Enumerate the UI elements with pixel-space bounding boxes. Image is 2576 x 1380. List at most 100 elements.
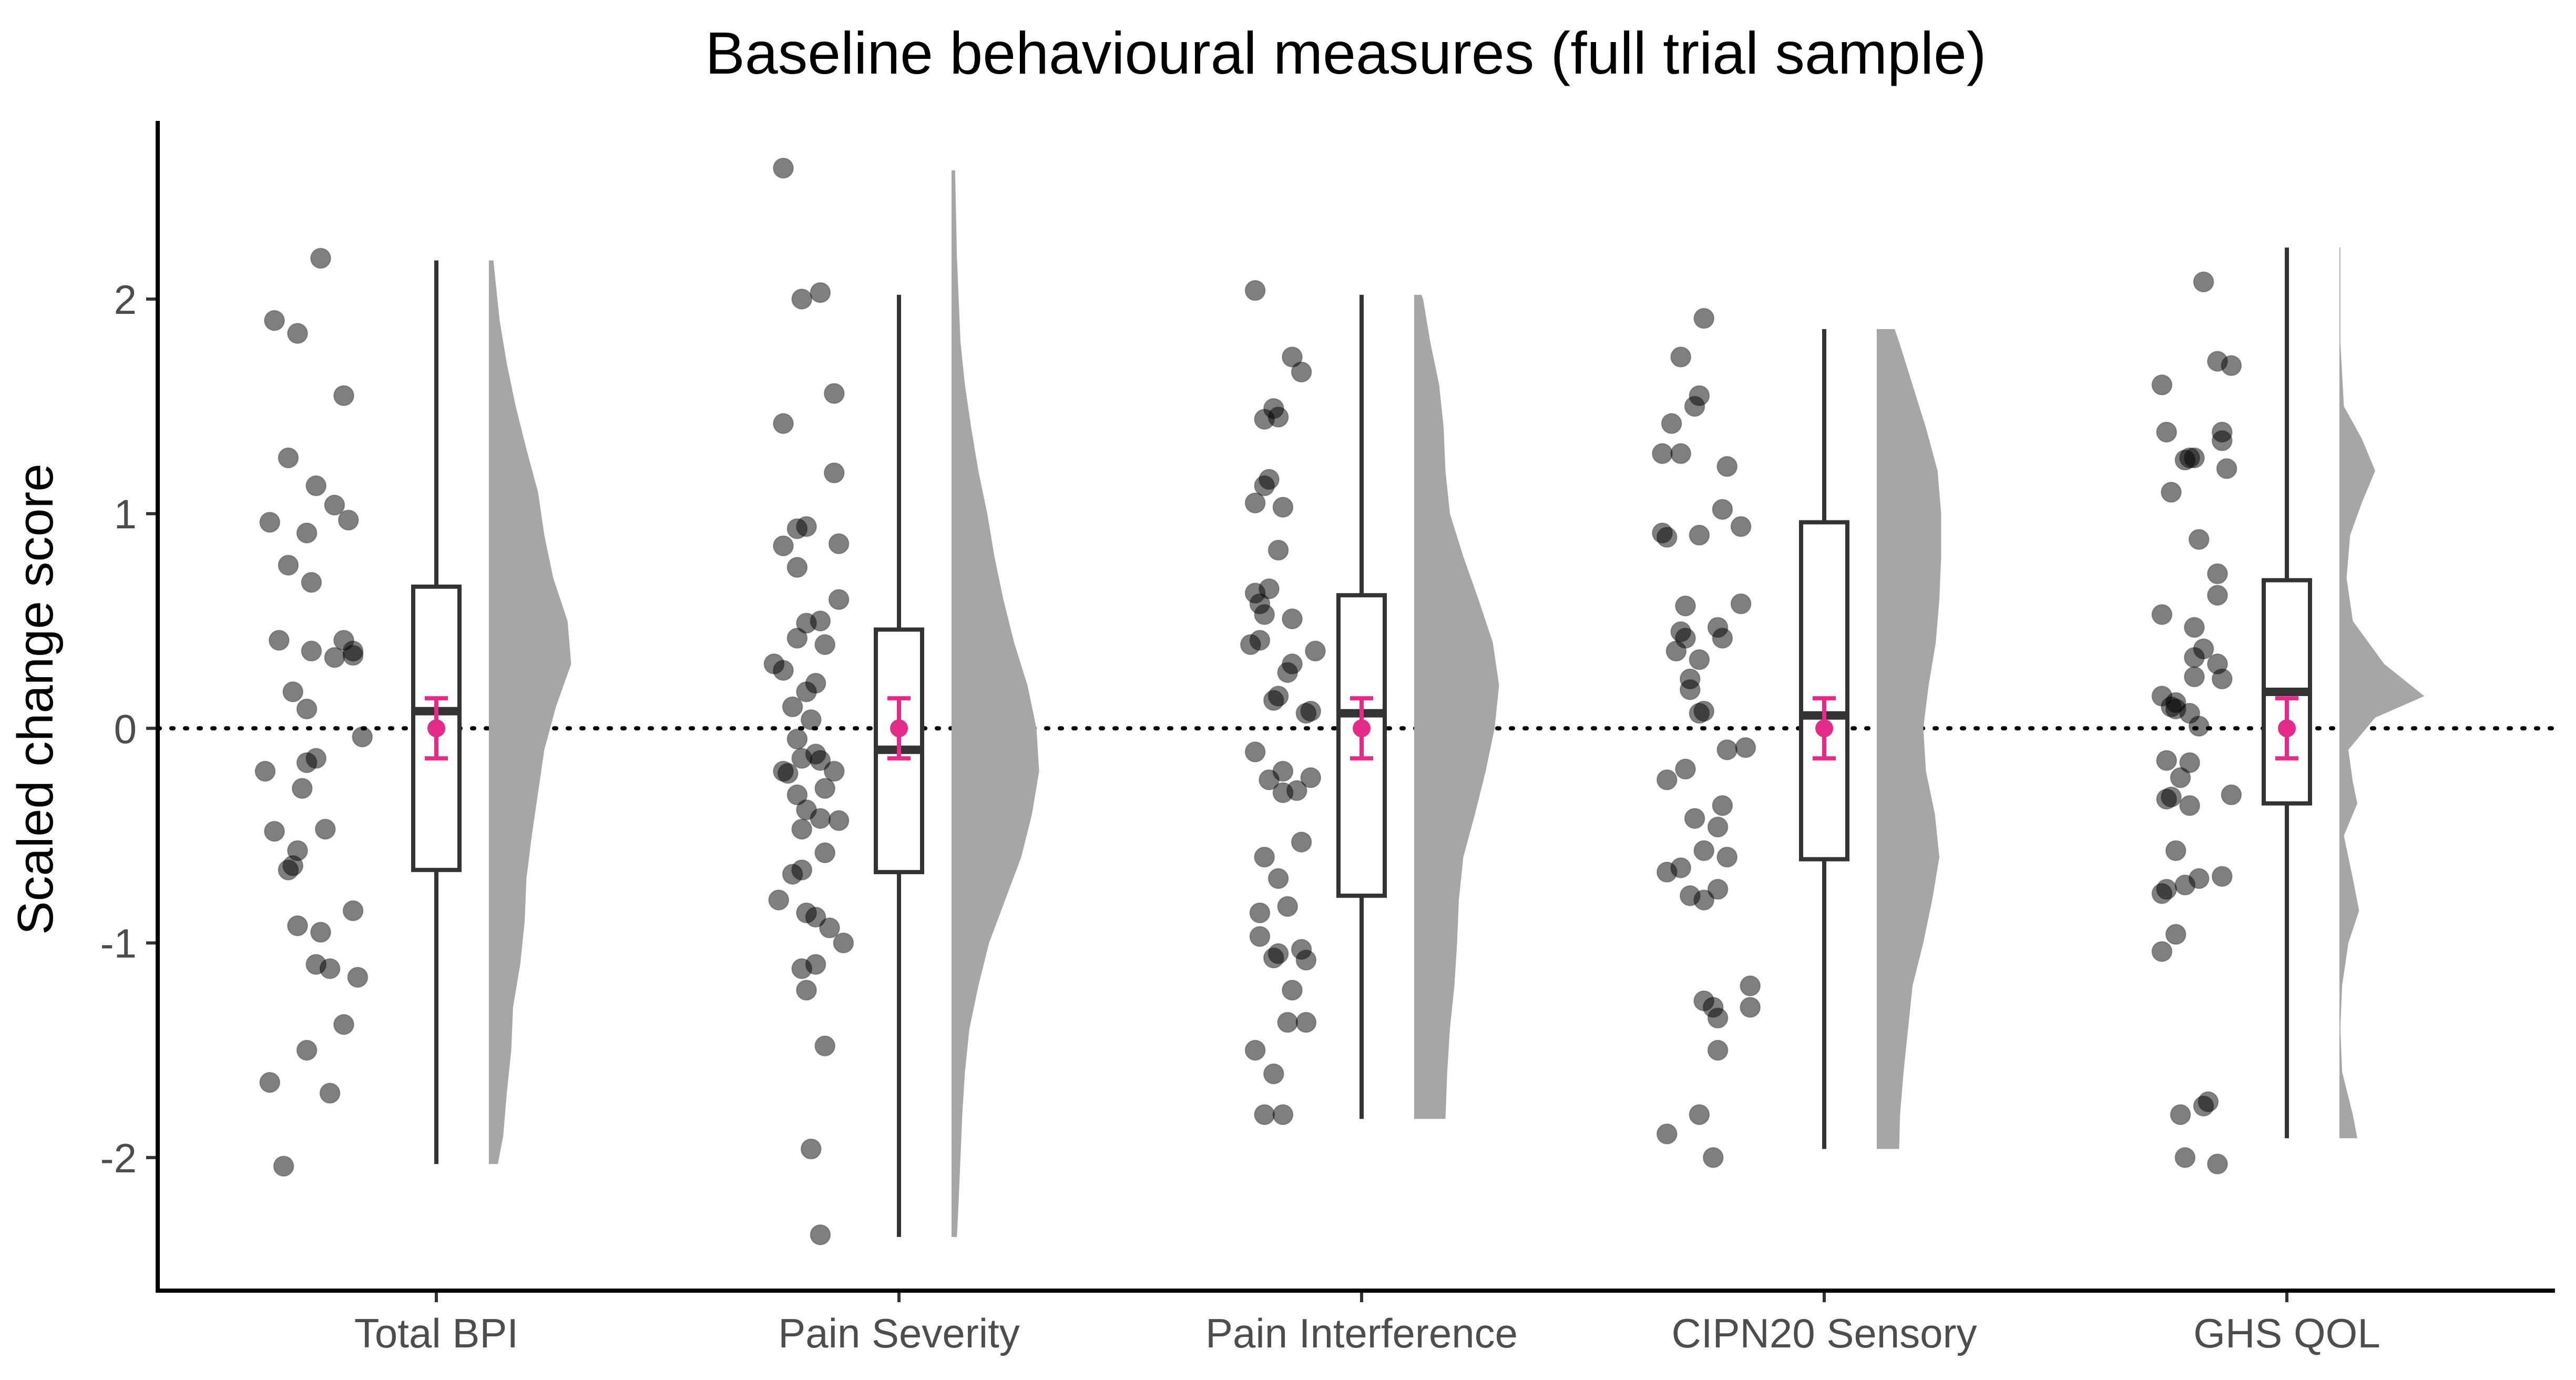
- data-point: [1249, 926, 1271, 947]
- data-point: [2179, 752, 2201, 773]
- data-point: [1244, 492, 1266, 514]
- data-point: [1277, 662, 1299, 683]
- data-point: [2211, 430, 2233, 452]
- data-point: [1263, 947, 1284, 969]
- data-point: [823, 462, 845, 484]
- data-point: [1740, 997, 1761, 1018]
- data-point: [786, 518, 808, 539]
- data-point: [777, 763, 799, 784]
- data-point: [828, 533, 850, 555]
- data-point: [2151, 604, 2173, 625]
- data-point: [1254, 604, 1275, 625]
- data-point: [823, 383, 845, 404]
- group-pain-interference: [1240, 280, 1499, 1126]
- x-tick-label: Pain Severity: [778, 1310, 1020, 1356]
- data-point: [1656, 861, 1678, 883]
- data-point: [1730, 593, 1752, 615]
- density-cloud: [952, 170, 1039, 1237]
- data-point: [1675, 758, 1696, 780]
- data-point: [1693, 840, 1715, 862]
- data-point: [810, 807, 831, 829]
- data-point: [1277, 1011, 1299, 1033]
- data-point: [259, 512, 281, 533]
- data-point: [2179, 795, 2201, 816]
- data-point: [800, 709, 822, 731]
- data-point: [1670, 346, 1692, 368]
- group-ghs-qol: [2151, 247, 2425, 1175]
- data-point: [278, 555, 299, 576]
- data-point: [1267, 539, 1289, 561]
- box-iqr: [1799, 520, 1849, 862]
- data-point: [1656, 769, 1678, 791]
- data-point: [814, 1035, 836, 1057]
- data-point: [1267, 868, 1289, 890]
- data-point: [1291, 831, 1312, 853]
- data-point: [786, 728, 808, 750]
- data-point: [268, 629, 290, 651]
- data-point: [810, 1224, 831, 1245]
- data-point: [1295, 1011, 1317, 1033]
- data-point: [296, 522, 318, 544]
- data-point: [1716, 456, 1738, 477]
- y-tick-label: 2: [114, 277, 137, 323]
- data-point: [254, 761, 276, 782]
- data-point: [305, 475, 327, 497]
- data-point: [1707, 878, 1729, 900]
- data-point: [259, 1071, 281, 1093]
- data-point: [310, 248, 331, 269]
- data-point: [1661, 413, 1682, 434]
- mean-point: [427, 719, 445, 738]
- data-point: [2165, 924, 2186, 945]
- data-point: [791, 748, 813, 769]
- data-point: [791, 958, 813, 979]
- data-point: [2151, 374, 2173, 396]
- data-point: [2156, 789, 2178, 810]
- data-point: [1675, 595, 1696, 617]
- data-point: [2211, 668, 2233, 690]
- data-point: [342, 900, 364, 922]
- data-point: [278, 447, 299, 468]
- data-point: [291, 778, 313, 799]
- data-point: [2193, 271, 2214, 293]
- data-point: [1707, 1039, 1729, 1061]
- data-point: [324, 647, 345, 668]
- data-point: [2184, 666, 2205, 688]
- data-point: [282, 681, 304, 702]
- data-point: [287, 323, 308, 344]
- data-point: [352, 726, 373, 748]
- data-point: [1689, 702, 1710, 724]
- data-point: [1295, 949, 1317, 971]
- data-point: [814, 634, 836, 656]
- data-point: [786, 627, 808, 649]
- data-point: [1244, 741, 1266, 763]
- data-point: [333, 1014, 354, 1035]
- data-point: [791, 288, 813, 310]
- x-tick-label: Total BPI: [354, 1310, 518, 1356]
- data-point: [1740, 975, 1761, 997]
- data-point: [1712, 498, 1733, 520]
- data-point: [314, 819, 336, 840]
- mean-point: [1815, 719, 1833, 738]
- data-point: [2170, 1104, 2191, 1126]
- data-point: [2193, 1095, 2214, 1117]
- mean-point: [1353, 719, 1371, 738]
- data-point: [1670, 443, 1692, 464]
- data-point: [2211, 866, 2233, 887]
- data-point: [1282, 979, 1303, 1001]
- data-point: [347, 966, 369, 988]
- data-point: [1272, 496, 1294, 518]
- data-point: [296, 752, 318, 773]
- data-point: [1259, 769, 1280, 791]
- data-point: [2174, 874, 2196, 896]
- data-point: [796, 681, 817, 702]
- mean-point: [2278, 719, 2296, 738]
- chart-title: Baseline behavioural measures (full tria…: [706, 20, 1987, 86]
- data-point: [2151, 883, 2173, 904]
- data-point: [310, 922, 331, 943]
- data-point: [1254, 1104, 1275, 1126]
- data-point: [1689, 524, 1710, 546]
- data-point: [1684, 807, 1705, 829]
- mean-point: [890, 719, 908, 738]
- data-point: [1277, 896, 1299, 917]
- data-point: [2170, 767, 2191, 789]
